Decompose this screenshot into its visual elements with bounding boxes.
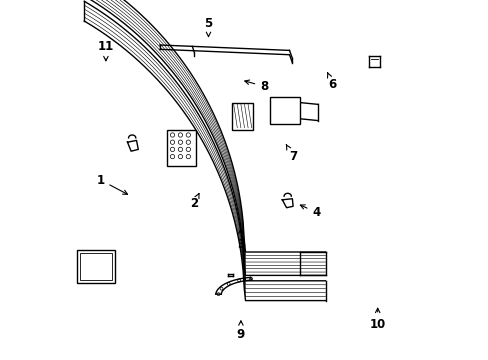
Bar	[231, 103, 253, 130]
Text: 11: 11	[98, 40, 114, 61]
Text: 4: 4	[300, 205, 320, 219]
Text: 3: 3	[236, 229, 244, 251]
Bar	[77, 250, 115, 283]
Text: 8: 8	[244, 80, 268, 93]
Text: 6: 6	[327, 73, 336, 91]
Text: 1: 1	[96, 174, 127, 194]
Text: 10: 10	[369, 308, 385, 330]
Text: 9: 9	[236, 321, 244, 341]
Text: 5: 5	[204, 17, 212, 37]
Bar	[80, 253, 112, 280]
Text: 2: 2	[190, 194, 199, 210]
Bar	[167, 130, 196, 166]
Bar	[269, 97, 300, 124]
Text: 7: 7	[285, 145, 297, 163]
